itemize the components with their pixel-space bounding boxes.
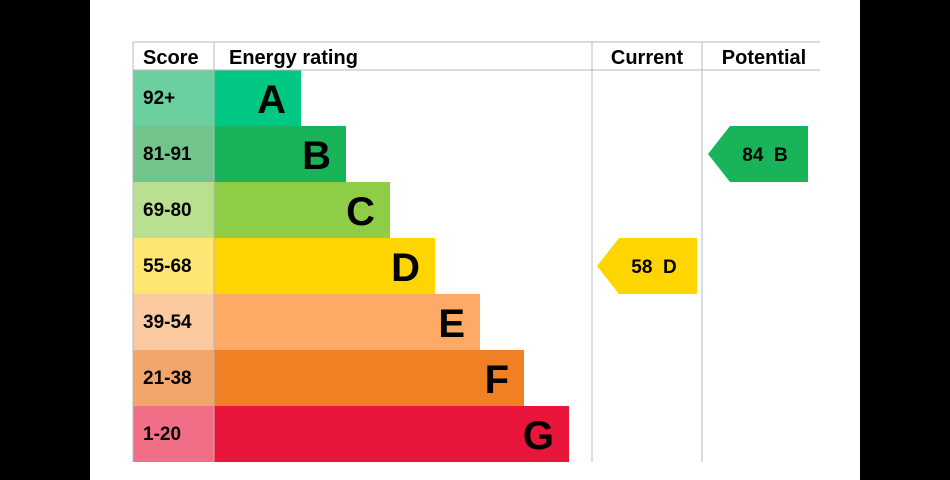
score-cell-f — [133, 350, 214, 406]
score-cell-g — [133, 406, 214, 462]
score-label-e: 39-54 — [143, 312, 192, 333]
header-score: Score — [143, 47, 199, 69]
band-letter-b: B — [302, 134, 331, 178]
energy-rating-chart: 92+ A81-91 B69-80 C55-68 D39-54 E21-38 F1-20 G … — [132, 41, 820, 462]
score-label-f: 21-38 — [143, 368, 192, 389]
score-cell-e — [133, 294, 214, 350]
score-cell-a — [133, 70, 214, 126]
score-label-a: 92+ — [143, 88, 175, 109]
header-current: Current — [611, 47, 684, 69]
band-bar-g — [214, 406, 569, 462]
band-bar-d — [214, 238, 435, 294]
band-bar-a — [214, 70, 301, 126]
band-letter-c: C — [346, 190, 375, 234]
score-cell-d — [133, 238, 214, 294]
header-potential: Potential — [722, 47, 806, 69]
potential-rating-arrow — [708, 126, 808, 182]
score-cell-c — [133, 182, 214, 238]
epc-panel: 92+ A 81-91 B 69-80 C 55-68 D 39-54 E 21-38 F 1-20 G … — [90, 0, 860, 480]
band-letter-d: D — [391, 246, 420, 290]
score-label-c: 69-80 — [143, 200, 192, 221]
potential-rating-label: 84 B — [742, 145, 787, 166]
header-energy-rating: Energy rating — [229, 47, 358, 69]
band-letter-e: E — [438, 302, 465, 346]
band-letter-g: G — [523, 414, 554, 458]
band-bar-f — [214, 350, 524, 406]
score-label-b: 81-91 — [143, 144, 192, 165]
score-label-g: 1-20 — [143, 424, 181, 445]
band-bar-c — [214, 182, 390, 238]
band-letter-a: A — [257, 78, 286, 122]
current-rating-label: 58 D — [631, 257, 676, 278]
band-bar-b — [214, 126, 346, 182]
score-cell-b — [133, 126, 214, 182]
band-letter-f: F — [485, 358, 509, 402]
current-rating-arrow — [597, 238, 697, 294]
score-label-d: 55-68 — [143, 256, 192, 277]
band-bar-e — [214, 294, 480, 350]
